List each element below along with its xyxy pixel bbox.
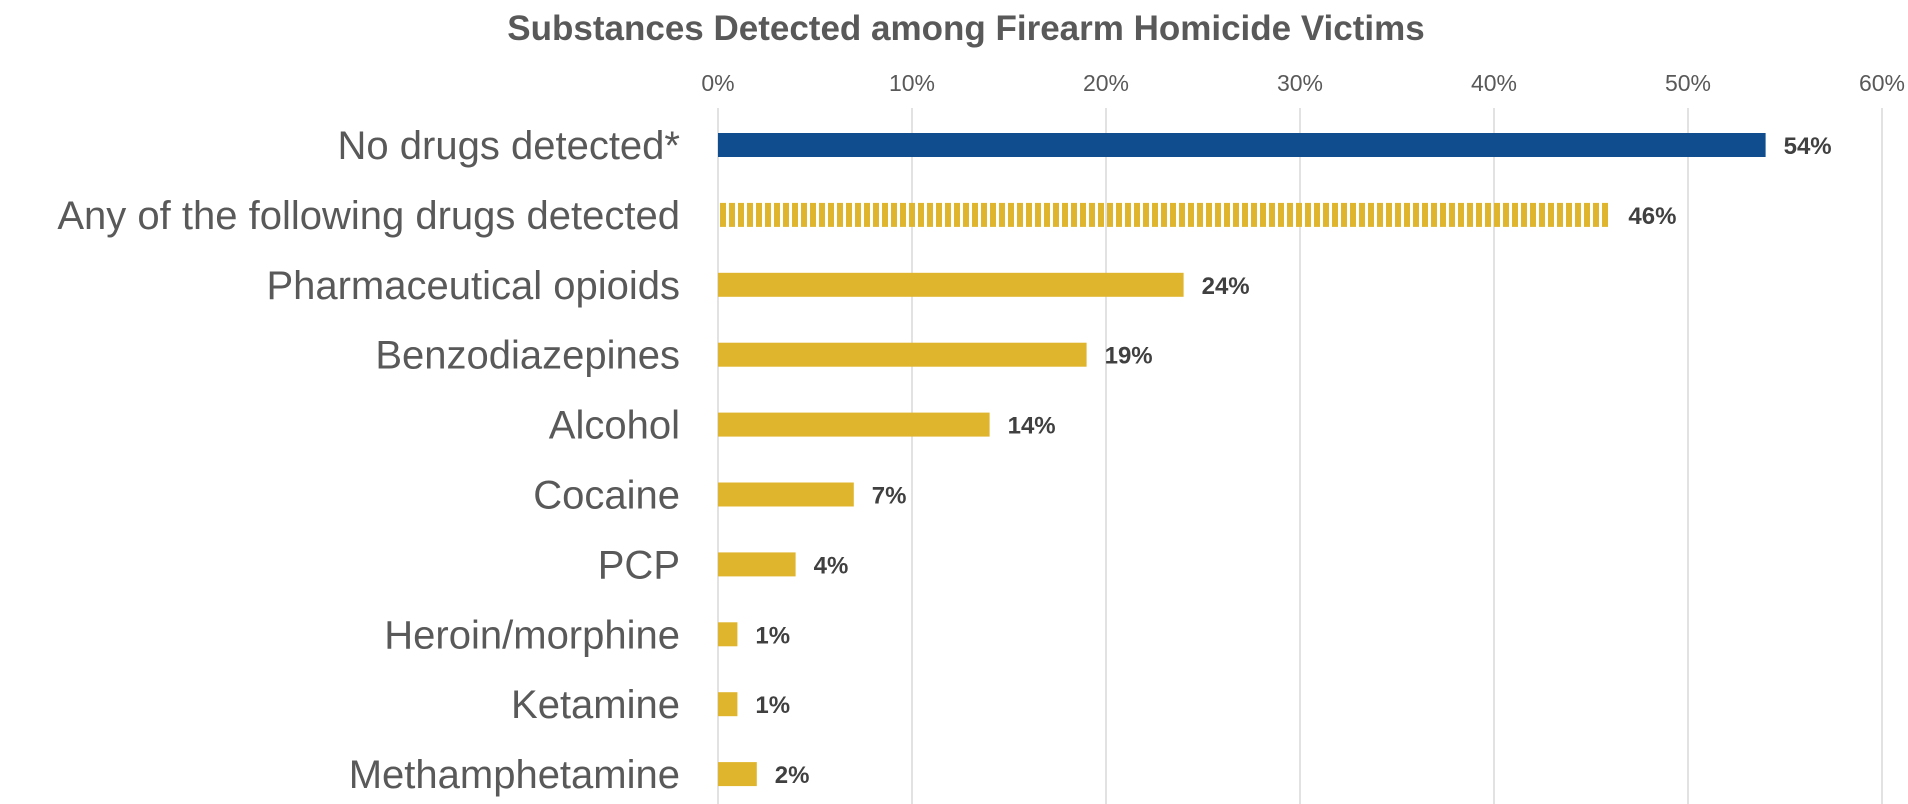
category-label: Benzodiazepines bbox=[375, 334, 680, 378]
category-label: Any of the following drugs detected bbox=[57, 194, 680, 238]
data-label: 2% bbox=[775, 762, 810, 789]
data-label: 46% bbox=[1628, 203, 1676, 230]
data-label: 7% bbox=[872, 483, 907, 510]
data-label: 54% bbox=[1784, 133, 1832, 160]
category-labels: No drugs detected* Any of the following d… bbox=[57, 124, 680, 797]
data-label: 14% bbox=[1008, 413, 1056, 440]
data-label: 24% bbox=[1202, 273, 1250, 300]
bar bbox=[718, 133, 1766, 157]
category-label: Cocaine bbox=[533, 474, 680, 518]
bar bbox=[718, 482, 854, 507]
data-label: 4% bbox=[814, 552, 849, 579]
bar bbox=[718, 552, 796, 577]
bar bbox=[718, 412, 990, 437]
category-label: Alcohol bbox=[549, 404, 680, 448]
category-label: Methamphetamine bbox=[349, 753, 680, 797]
data-label: 1% bbox=[755, 622, 790, 649]
data-label: 19% bbox=[1105, 343, 1153, 370]
bar bbox=[718, 762, 757, 787]
x-tick-label: 50% bbox=[1665, 70, 1711, 96]
data-label: 1% bbox=[755, 692, 790, 719]
bars bbox=[718, 133, 1766, 787]
category-label: PCP bbox=[598, 543, 680, 587]
x-tick-label: 60% bbox=[1859, 70, 1905, 96]
x-tick-label: 20% bbox=[1083, 70, 1129, 96]
x-tick-label: 10% bbox=[889, 70, 935, 96]
bar bbox=[718, 202, 1611, 227]
category-label: Pharmaceutical opioids bbox=[266, 264, 680, 308]
category-label: Ketamine bbox=[511, 683, 680, 727]
value-labels: 54% 46% 24% 19% 14% 7% 4% 1% 1% 2% bbox=[755, 133, 1831, 789]
bar bbox=[718, 272, 1184, 297]
bar bbox=[718, 342, 1087, 367]
category-label: Heroin/morphine bbox=[384, 613, 680, 657]
x-tick-label: 40% bbox=[1471, 70, 1517, 96]
x-tick-label: 30% bbox=[1277, 70, 1323, 96]
x-axis-ticks: 0% 10% 20% 30% 40% 50% 60% bbox=[701, 70, 1905, 96]
category-label: No drugs detected* bbox=[338, 124, 680, 168]
bar bbox=[718, 692, 738, 717]
chart-title: Substances Detected among Firearm Homici… bbox=[507, 9, 1424, 48]
bar bbox=[718, 622, 738, 647]
x-tick-label: 0% bbox=[701, 70, 734, 96]
